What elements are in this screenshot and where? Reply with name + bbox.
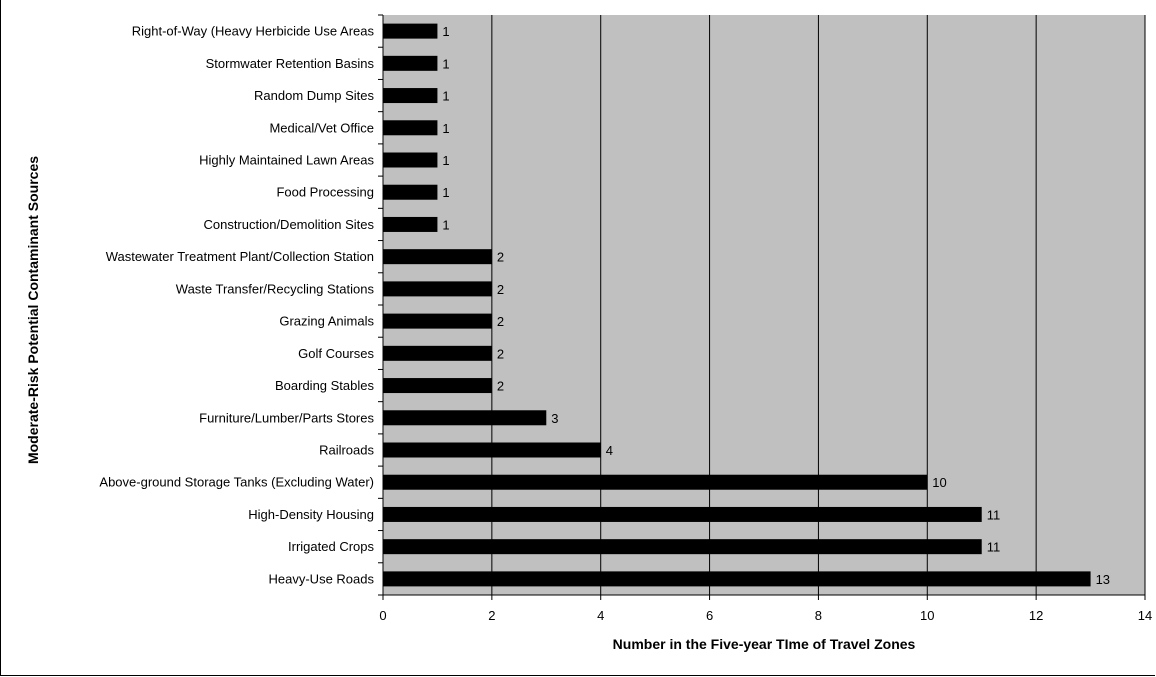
- data-label: 1: [442, 24, 449, 39]
- category-label: Railroads: [319, 443, 374, 458]
- category-label: Grazing Animals: [279, 314, 374, 329]
- bar: [383, 313, 492, 329]
- data-label: 10: [932, 475, 946, 490]
- bar: [383, 55, 438, 71]
- category-label: Golf Courses: [298, 346, 374, 361]
- data-label: 2: [497, 379, 504, 394]
- bar: [383, 216, 438, 232]
- bar: [383, 88, 438, 104]
- data-label: 11: [987, 540, 1001, 555]
- y-axis-title: Moderate-Risk Potential Contaminant Sour…: [25, 156, 41, 464]
- bar: [383, 184, 438, 200]
- category-label: Construction/Demolition Sites: [203, 217, 374, 232]
- category-label: Food Processing: [276, 185, 374, 200]
- x-tick-label: 6: [706, 608, 713, 623]
- data-label: 3: [551, 411, 558, 426]
- category-labels: Right-of-Way (Heavy Herbicide Use Areas S…: [99, 24, 374, 587]
- bar: [383, 23, 438, 39]
- category-label: Waste Transfer/Recycling Stations: [176, 281, 375, 296]
- x-tick-label: 4: [597, 608, 604, 623]
- data-label: 2: [497, 250, 504, 265]
- data-label: 1: [442, 56, 449, 71]
- data-label: 1: [442, 153, 449, 168]
- category-label: Heavy-Use Roads: [269, 571, 375, 586]
- category-label: High-Density Housing: [248, 507, 374, 522]
- data-label: 1: [442, 121, 449, 136]
- category-label: Furniture/Lumber/Parts Stores: [199, 410, 374, 425]
- bar: [383, 474, 928, 490]
- category-label: Wastewater Treatment Plant/Collection St…: [106, 249, 374, 264]
- category-label: Irrigated Crops: [288, 539, 374, 554]
- axes: [378, 14, 1146, 600]
- bar: [383, 152, 438, 168]
- x-tick-label: 0: [379, 608, 386, 623]
- data-label: 1: [442, 185, 449, 200]
- x-tick-labels: 0 2 4 6 8 10 12 14: [379, 608, 1152, 623]
- bar: [383, 506, 982, 522]
- bar: [383, 345, 492, 361]
- data-label: 1: [442, 89, 449, 104]
- category-label: Right-of-Way (Heavy Herbicide Use Areas: [132, 24, 375, 39]
- bar: [383, 539, 982, 555]
- data-label: 4: [606, 443, 613, 458]
- category-label: Random Dump Sites: [254, 88, 374, 103]
- gridlines: [491, 15, 1146, 595]
- category-label: Medical/Vet Office: [269, 120, 374, 135]
- bar: [383, 120, 438, 136]
- data-label: 2: [497, 314, 504, 329]
- data-label: 11: [987, 507, 1001, 522]
- data-label: 1: [442, 217, 449, 232]
- data-label: 2: [497, 346, 504, 361]
- bar: [383, 378, 492, 394]
- bar: [383, 249, 492, 265]
- x-tick-label: 14: [1138, 608, 1152, 623]
- x-tick-label: 10: [920, 608, 934, 623]
- category-label: Stormwater Retention Basins: [206, 56, 375, 71]
- category-label: Boarding Stables: [275, 378, 375, 393]
- bar: [383, 410, 547, 426]
- plot-area: [383, 15, 1145, 595]
- bars: [383, 23, 1091, 587]
- bar: [383, 571, 1091, 587]
- x-tick-label: 12: [1029, 608, 1043, 623]
- bar: [383, 442, 601, 458]
- bar: [383, 281, 492, 297]
- data-label: 13: [1096, 572, 1110, 587]
- x-tick-label: 8: [815, 608, 822, 623]
- category-label: Above-ground Storage Tanks (Excluding Wa…: [99, 475, 374, 490]
- data-label: 2: [497, 282, 504, 297]
- x-axis-title: Number in the Five-year TIme of Travel Z…: [613, 636, 916, 652]
- x-tick-label: 2: [488, 608, 495, 623]
- category-label: Highly Maintained Lawn Areas: [199, 153, 374, 168]
